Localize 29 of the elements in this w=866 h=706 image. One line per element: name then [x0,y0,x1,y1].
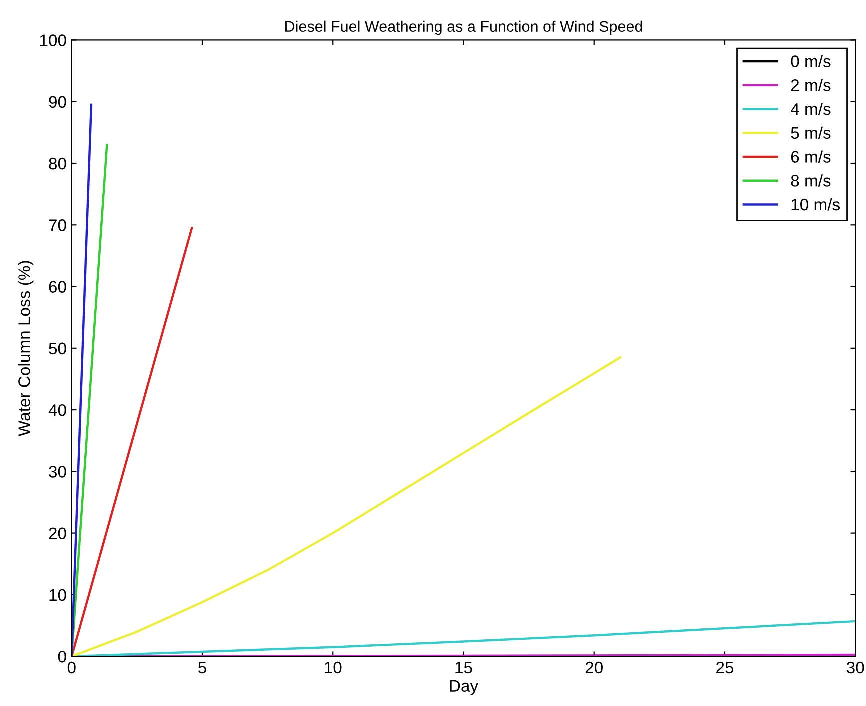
x-axis-title: Day [450,680,479,696]
y-tick-label: 50 [49,342,66,355]
legend-label: 2 m/s [791,79,831,92]
x-tick-label: 15 [456,662,472,674]
y-tick-label: 70 [49,220,66,232]
y-tick-label: 0 [58,650,66,663]
chart-title: Diesel Fuel Weathering as a Function of Wind Speed [286,20,642,36]
legend-label: 8 m/s [791,174,831,187]
legend-label: 5 m/s [791,126,831,140]
legend-label: 10 m/s [792,198,840,211]
y-tick-label: 60 [49,281,66,293]
y-axis-title: Water Column Loss (%) [18,261,34,436]
x-tick-label: 5 [198,662,206,674]
x-tick-label: 30 [846,662,864,674]
legend-label: 6 m/s [791,150,831,163]
x-tick-label: 10 [325,662,342,674]
y-tick-label: 30 [49,466,66,478]
legend-label: 4 m/s [790,102,831,116]
y-tick-label: 20 [49,528,66,540]
y-tick-label: 80 [49,158,66,170]
y-tick-label: 10 [50,589,66,602]
y-tick-label: 90 [49,96,66,108]
x-tick-label: 20 [586,662,603,674]
line-series [72,356,622,657]
y-tick-label: 40 [48,404,66,416]
x-tick-label: 25 [716,662,734,674]
y-tick-label: 100 [40,34,66,46]
x-tick-label: 0 [68,662,76,674]
legend-label: 0 m/s [791,55,831,68]
